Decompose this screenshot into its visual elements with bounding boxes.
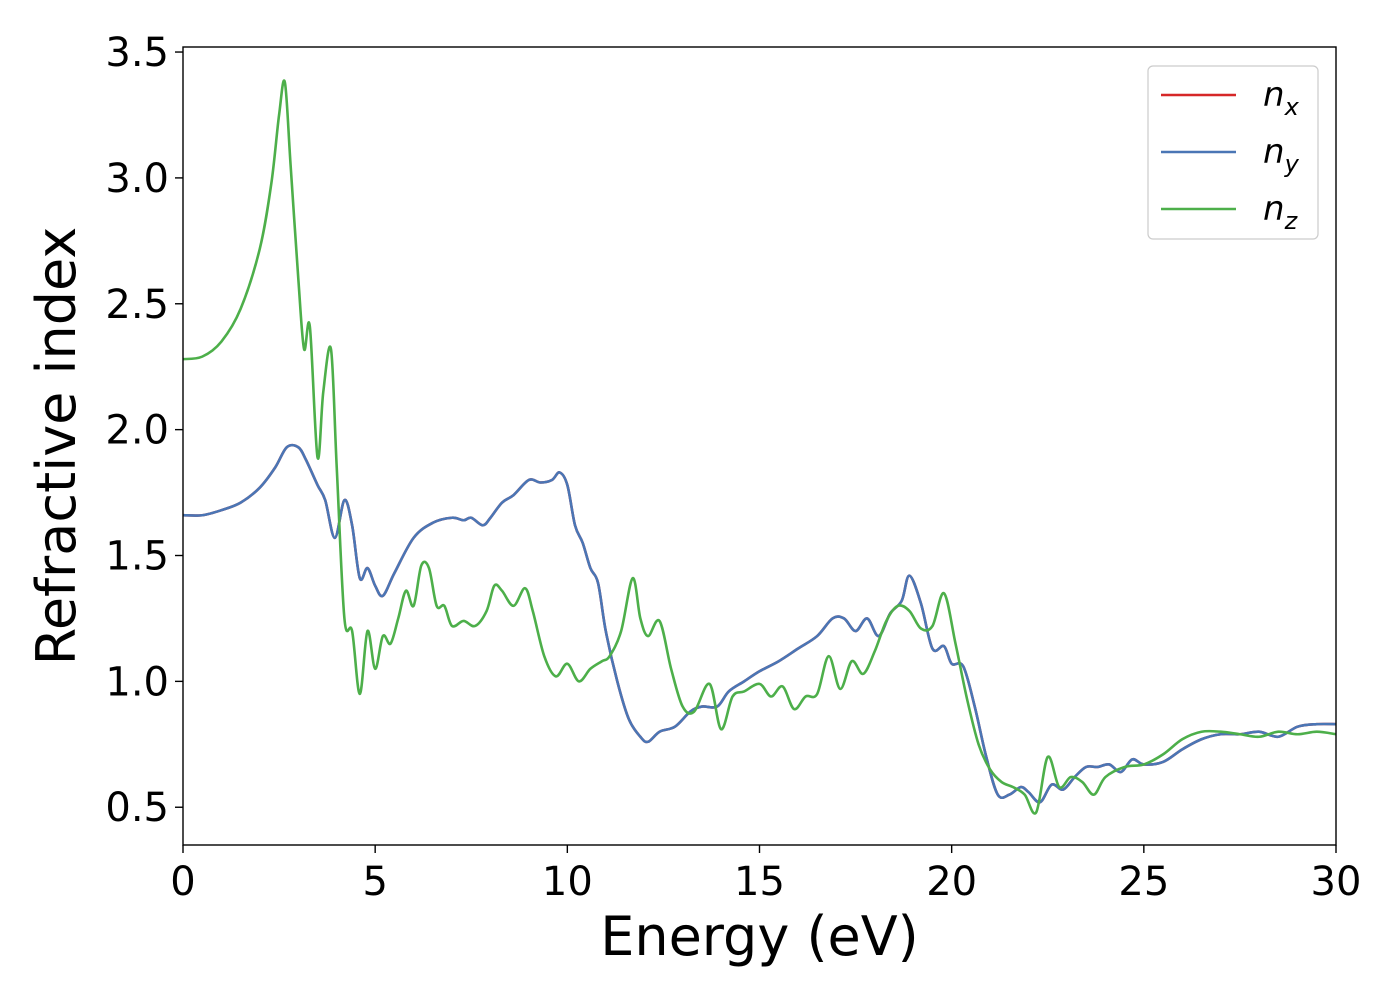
legend-label-subscript: x [1284, 93, 1300, 121]
legend-label-y: ny [1263, 132, 1300, 178]
x-axis-ticks: 0 5 10 15 20 25 30 [170, 845, 1361, 905]
x-tick-label: 25 [1118, 859, 1169, 905]
legend-label-base: n [1263, 189, 1285, 229]
legend-label-subscript: z [1284, 207, 1299, 235]
y-axis-title: Refractive index [25, 227, 88, 666]
legend-label-base: n [1263, 132, 1285, 172]
y-tick-label: 2.5 [105, 282, 169, 328]
x-axis-title: Energy (eV) [600, 905, 919, 968]
y-tick-label: 3.0 [105, 156, 169, 202]
y-tick-label: 1.5 [105, 534, 169, 580]
x-tick-label: 0 [170, 859, 195, 905]
legend-label-z: nz [1263, 189, 1299, 235]
y-axis-ticks: 0.5 1.0 1.5 2.0 2.5 3.0 3.5 [105, 30, 183, 831]
y-tick-label: 0.5 [105, 785, 169, 831]
x-tick-label: 30 [1311, 859, 1362, 905]
x-tick-label: 20 [926, 859, 977, 905]
y-tick-label: 1.0 [105, 659, 169, 705]
x-tick-label: 10 [542, 859, 593, 905]
y-tick-label: 3.5 [105, 30, 169, 76]
series-line-z [183, 79, 1336, 815]
series-line-y [183, 443, 1336, 804]
x-tick-label: 5 [362, 859, 387, 905]
y-tick-label: 2.0 [105, 408, 169, 454]
legend-label-base: n [1263, 75, 1285, 115]
legend-label-x: nx [1263, 75, 1300, 121]
legend-label-subscript: y [1284, 150, 1300, 178]
x-tick-label: 15 [734, 859, 785, 905]
